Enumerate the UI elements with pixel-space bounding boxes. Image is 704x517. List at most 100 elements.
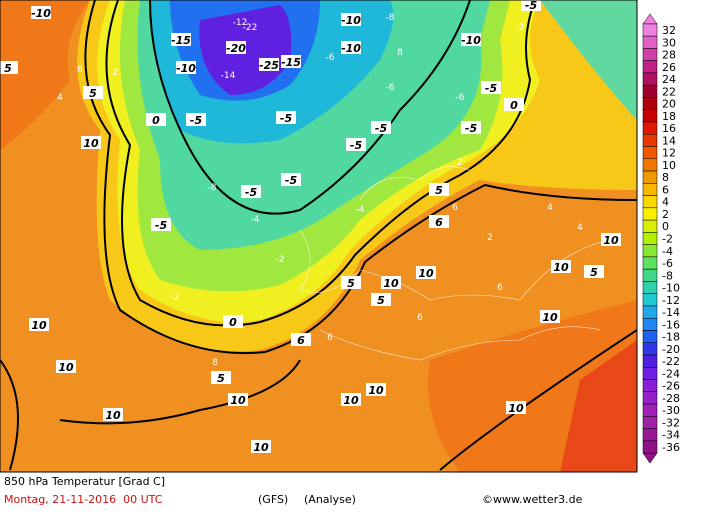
contour-label: 6 — [297, 334, 305, 347]
label-box — [504, 98, 524, 111]
label-box — [584, 265, 604, 278]
label-box — [341, 393, 361, 406]
minor-label: -8 — [386, 13, 395, 23]
legend-label: 4 — [662, 196, 669, 209]
contour-label: 10 — [542, 311, 558, 324]
contour-label: 6 — [435, 216, 443, 229]
contour-label: 10 — [343, 394, 359, 407]
minor-label: 2 — [487, 233, 493, 243]
legend-swatch — [642, 354, 658, 368]
legend-swatch — [642, 23, 658, 37]
legend-label: -2 — [662, 233, 673, 246]
label-box — [371, 121, 391, 134]
legend-swatch — [642, 60, 658, 74]
minor-label: 8 — [397, 48, 403, 58]
legend-label: 2 — [662, 208, 669, 221]
label-box — [276, 111, 296, 124]
contour-label: -5 — [350, 139, 363, 152]
contour-label: 0 — [229, 316, 237, 329]
legend-swatch — [642, 379, 658, 393]
label-box — [281, 55, 301, 68]
legend-swatch — [642, 440, 658, 454]
minor-label: -6 — [386, 83, 395, 93]
legend-label: 14 — [662, 134, 676, 147]
label-box — [83, 86, 103, 99]
legend-swatch — [642, 293, 658, 307]
legend-swatch — [642, 121, 658, 135]
legend-swatch — [642, 330, 658, 343]
contour-label: -25 — [259, 59, 279, 72]
minor-label: 6 — [327, 333, 333, 343]
legend-label: -16 — [662, 318, 680, 331]
legend-swatch — [642, 244, 658, 258]
legend-swatch — [642, 317, 658, 331]
legend-swatch — [642, 48, 658, 61]
contour-label: 10 — [603, 234, 619, 247]
label-box — [481, 81, 501, 94]
cold-band — [540, 0, 637, 120]
contour-label: 5 — [4, 62, 12, 75]
minor-label: 2 — [457, 158, 463, 168]
label-box — [226, 41, 246, 54]
legend-label: -24 — [662, 367, 680, 380]
contour-label: 10 — [105, 409, 121, 422]
legend-label: -36 — [662, 441, 680, 454]
contour-label: 10 — [253, 441, 269, 454]
label-box — [551, 260, 571, 273]
map-frame — [0, 0, 638, 473]
label-box — [346, 138, 366, 151]
legend-swatch — [642, 232, 658, 245]
contour-label: -15 — [281, 56, 301, 69]
label-box — [186, 113, 206, 126]
legend-label: 24 — [662, 73, 676, 86]
minor-label: 8 — [212, 358, 218, 368]
legend-swatch — [642, 183, 658, 196]
contour-label: -5 — [375, 122, 388, 135]
contour-label: -10 — [31, 7, 51, 20]
label-box — [416, 266, 436, 279]
label-box — [171, 33, 191, 46]
contour-label: 10 — [383, 277, 399, 290]
label-box — [506, 401, 526, 414]
legend-swatch — [642, 428, 658, 442]
label-box — [211, 371, 231, 384]
legend-label: 12 — [662, 147, 676, 160]
minor-label: 4 — [577, 223, 583, 233]
label-box — [0, 61, 18, 74]
minor-label: 6 — [417, 313, 423, 323]
legend-swatch — [642, 146, 658, 160]
minor-label: 4 — [57, 93, 63, 103]
legend-swatch — [642, 391, 658, 405]
label-box — [371, 293, 391, 306]
legend-swatch — [642, 281, 658, 294]
legend-swatch — [642, 256, 658, 270]
legend-swatch — [642, 84, 658, 98]
contour-label: -15 — [171, 34, 191, 47]
label-box — [601, 233, 621, 246]
label-box — [81, 136, 101, 149]
contour-label: -5 — [485, 82, 498, 95]
legend-swatch — [642, 268, 658, 282]
minor-label: -4 — [356, 205, 365, 215]
legend-label: 20 — [662, 98, 676, 111]
coastlines — [299, 166, 611, 361]
contour-label: 5 — [217, 372, 225, 385]
legend-swatch — [642, 109, 658, 123]
contour-label: 10 — [31, 319, 47, 332]
minor-label: -2 — [276, 255, 285, 265]
contour-label: -10 — [341, 14, 361, 27]
minor-label: -14 — [221, 71, 236, 81]
label-box — [103, 408, 123, 421]
contour-label: 5 — [377, 294, 385, 307]
label-box — [540, 310, 560, 323]
legend-label: 32 — [662, 24, 676, 37]
legend-swatch — [642, 97, 658, 110]
legend-label: -30 — [662, 404, 680, 417]
contour-label: -20 — [226, 42, 246, 55]
minor-label: -6 — [456, 93, 465, 103]
legend-swatch — [642, 35, 658, 49]
legend-label: -22 — [662, 355, 680, 368]
contour-label: 0 — [152, 114, 160, 127]
contour-label: -5 — [280, 112, 293, 125]
contour-label: 10 — [83, 137, 99, 150]
